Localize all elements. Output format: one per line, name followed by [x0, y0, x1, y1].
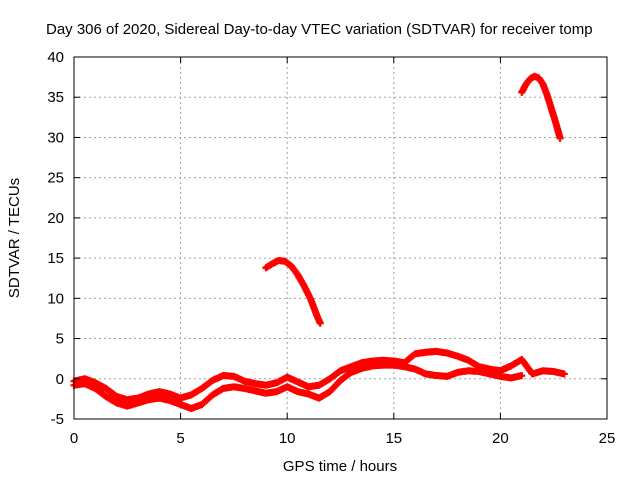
- x-axis-label: GPS time / hours: [283, 458, 397, 475]
- y-tick-label: 5: [56, 331, 64, 348]
- tick-labels: 0 5 10 15 20 25 -5 0 5 10 15 20 25 30 35 40: [47, 49, 615, 447]
- axis-ticks: [73, 56, 608, 420]
- y-tick-label: 0: [56, 371, 64, 388]
- x-tick-label: 15: [385, 430, 402, 447]
- series-arc-10h: [262, 257, 324, 327]
- series-arc-22h: [518, 72, 564, 142]
- data-markers: [70, 72, 568, 413]
- x-tick-label: 20: [492, 430, 509, 447]
- y-axis-label: SDTVAR / TECUs: [6, 178, 23, 298]
- data-point: [560, 370, 568, 378]
- chart-title: Day 306 of 2020, Sidereal Day-to-day VTE…: [46, 21, 593, 38]
- x-tick-label: 10: [279, 430, 296, 447]
- series-baseline-upper: [70, 347, 568, 404]
- y-tick-label: 10: [47, 290, 64, 307]
- y-tick-label: -5: [51, 411, 64, 428]
- y-tick-label: 20: [47, 210, 64, 227]
- plot-frame: [73, 56, 608, 420]
- x-tick-label: 5: [176, 430, 184, 447]
- y-tick-label: 30: [47, 129, 64, 146]
- y-tick-label: 35: [47, 89, 64, 106]
- x-tick-label: 25: [599, 430, 616, 447]
- y-tick-label: 15: [47, 250, 64, 267]
- data-point: [316, 319, 324, 327]
- y-tick-label: 25: [47, 170, 64, 187]
- data-point: [556, 134, 564, 142]
- y-tick-label: 40: [47, 49, 64, 66]
- data-point: [518, 372, 526, 380]
- series-baseline-lower: [70, 361, 526, 413]
- x-tick-label: 0: [70, 430, 78, 447]
